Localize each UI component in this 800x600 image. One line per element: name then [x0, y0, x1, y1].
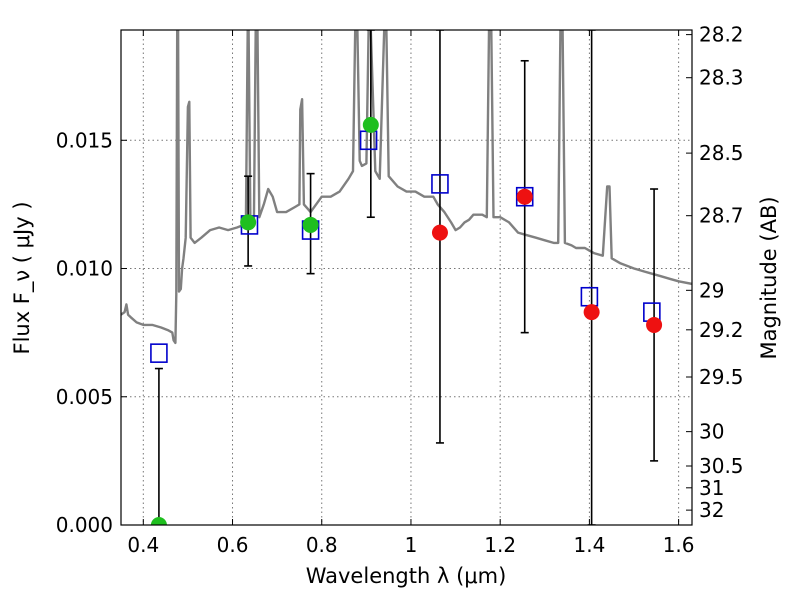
- model-point: [431, 174, 449, 194]
- x-tick-label: 1.6: [663, 533, 695, 557]
- right-tick-label: 29.5: [699, 365, 744, 389]
- y-tick-label: 0.015: [56, 128, 113, 152]
- y-axis-label: Flux F_ν ( μJy ): [10, 201, 35, 354]
- x-tick-label: 1.2: [484, 533, 516, 557]
- observed-point: [583, 304, 600, 321]
- right-tick-label: 32: [699, 498, 724, 522]
- spectrum-layer: [121, 30, 692, 345]
- observed-point: [150, 517, 167, 525]
- x-axis-ticks: 0.4 0.6 0.8 1 1.2 1.4 1.6: [127, 30, 695, 557]
- spectrum-line: [121, 30, 692, 345]
- x-tick-label: 0.8: [306, 533, 338, 557]
- right-tick-label: 28.3: [699, 66, 744, 90]
- x-tick-label: 0.6: [217, 533, 249, 557]
- right-tick-label: 29: [699, 278, 724, 302]
- y-tick-label: 0.000: [56, 513, 113, 537]
- observed-point: [362, 116, 379, 133]
- right-tick-label: 28.7: [699, 204, 744, 228]
- y-axis-ticks: 0.000 0.005 0.010 0.015: [56, 128, 127, 537]
- right-tick-label: 29.2: [699, 318, 744, 342]
- observed-point: [431, 224, 448, 241]
- model-point: [150, 343, 168, 363]
- y-tick-label: 0.005: [56, 385, 113, 409]
- right-tick-label: 30.5: [699, 454, 744, 478]
- observed-point: [240, 214, 257, 231]
- x-tick-label: 1: [405, 533, 418, 557]
- x-tick-label: 1.4: [573, 533, 605, 557]
- plot-frame: [120, 29, 693, 526]
- right-tick-label: 28.2: [699, 23, 744, 47]
- observed-point: [516, 188, 533, 205]
- observed-point: [302, 216, 319, 233]
- observed-point-layer: [150, 116, 663, 525]
- grid: [121, 30, 692, 526]
- plot-background: [121, 30, 692, 525]
- right-tick-label: 28.5: [699, 141, 744, 165]
- right-tick-label: 30: [699, 420, 724, 444]
- y-tick-label: 0.010: [56, 257, 113, 281]
- right-axis-label: Magnitude (AB): [757, 196, 781, 359]
- right-tick-label: 31: [699, 476, 724, 500]
- observed-point: [646, 316, 663, 333]
- x-tick-label: 0.4: [127, 533, 159, 557]
- x-axis-label: Wavelength λ (μm): [306, 564, 507, 588]
